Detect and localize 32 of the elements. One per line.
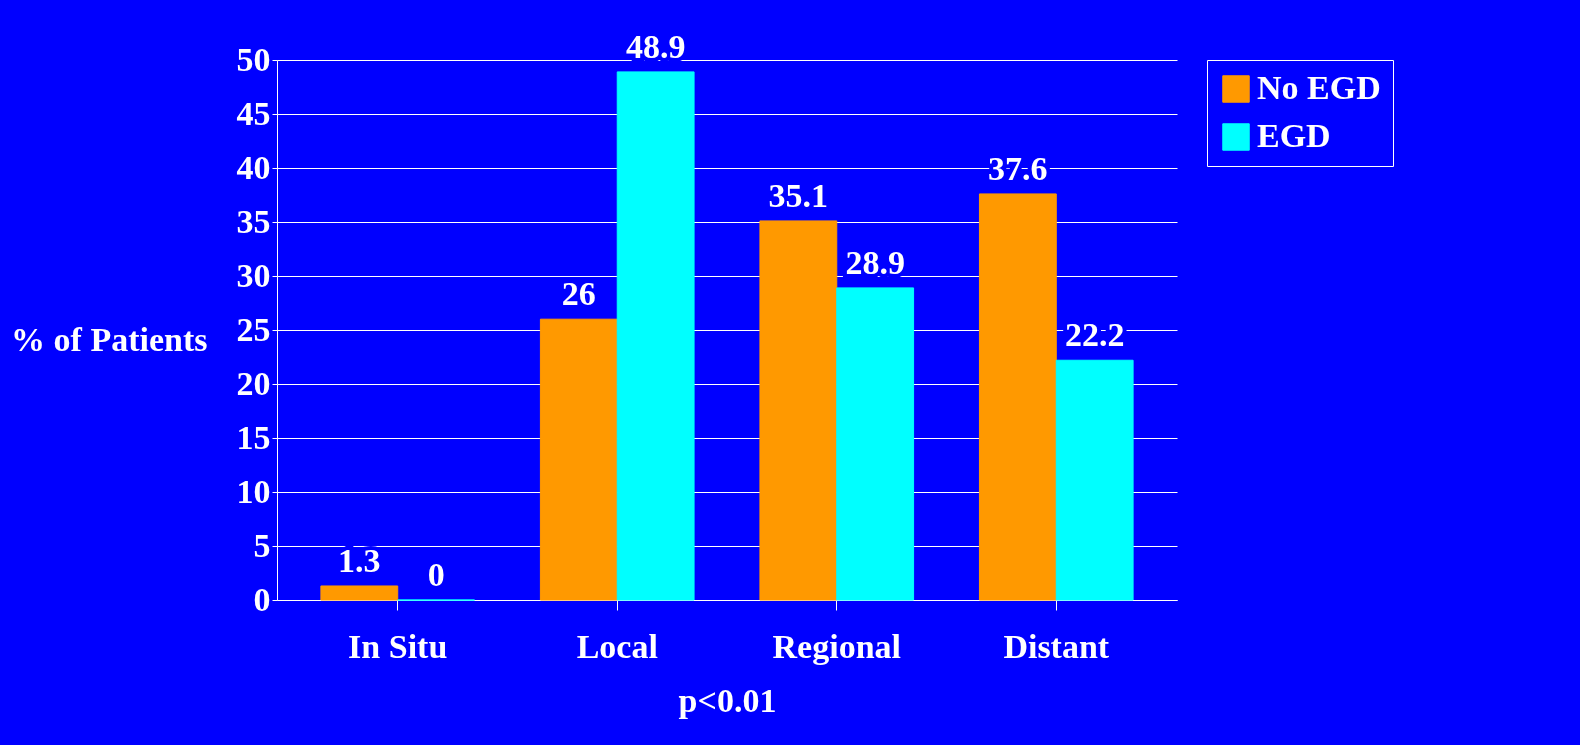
y-tick-label: 40	[236, 148, 271, 186]
bar	[978, 193, 1057, 601]
x-tick-label: Distant	[1003, 627, 1110, 665]
bar	[539, 318, 618, 601]
y-tick-label: 5	[253, 526, 271, 564]
x-axis-title: p<0.01	[678, 681, 777, 719]
bar	[616, 71, 695, 601]
x-tick-label: Regional	[772, 627, 901, 665]
y-tick-label: 45	[236, 94, 271, 132]
data-label: 35.1	[768, 176, 829, 214]
y-tick-label: 20	[236, 364, 271, 402]
data-label: 0	[427, 556, 445, 593]
y-tick-label: 25	[236, 310, 271, 348]
data-label: 28.9	[845, 243, 905, 281]
x-tick-label: Local	[576, 627, 658, 665]
data-label: 26	[561, 275, 596, 313]
y-tick-label: 15	[236, 418, 271, 456]
bar	[759, 220, 838, 601]
legend-label: No EGD	[1257, 69, 1381, 106]
bar	[1055, 359, 1134, 601]
y-tick-label: 35	[236, 202, 271, 240]
bar	[836, 287, 915, 601]
y-tick-label: 50	[236, 40, 271, 78]
y-axis-title: % of Patients	[11, 320, 208, 358]
y-tick-label: 0	[253, 580, 271, 618]
x-tick-label: In Situ	[348, 627, 448, 665]
data-label: 48.9	[625, 27, 686, 65]
y-tick-label: 10	[236, 472, 271, 510]
bar	[320, 585, 399, 601]
y-tick-label: 30	[236, 256, 271, 294]
data-label: 1.3	[338, 541, 381, 579]
legend-label: EGD	[1257, 117, 1331, 154]
